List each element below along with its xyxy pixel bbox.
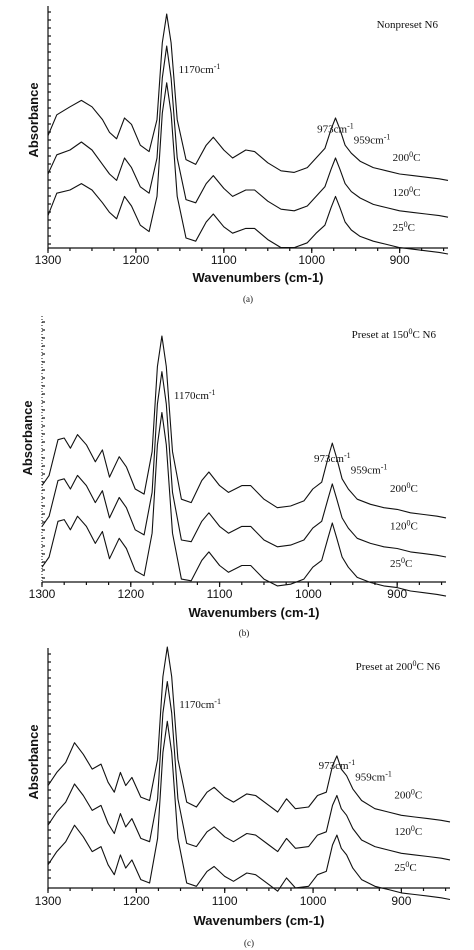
chart-panel-c: 1300 1200 1100 1000 900 Wavenumbers (cm-1) Abs… bbox=[26, 646, 451, 948]
peak-label-959: 959cm-1 bbox=[355, 770, 392, 784]
x-tick-label: 1000 bbox=[298, 253, 325, 267]
chart-panel-b: 1300 1200 1100 1000 900 Wavenumbers (cm-1) Abs… bbox=[20, 316, 447, 638]
series-label-25C: 250C bbox=[394, 860, 416, 874]
peak-label-959: 959cm-1 bbox=[351, 463, 388, 477]
peak-label-959: 959cm-1 bbox=[354, 133, 391, 147]
series-label-200C: 2000C bbox=[390, 481, 418, 495]
spectrum-line-25C bbox=[41, 411, 447, 597]
peak-label-973: 973cm-1 bbox=[319, 758, 356, 772]
chart-panel-a: 1300 1200 1100 1000 900 Wavenumbers (cm-1) Abs… bbox=[26, 6, 449, 304]
chart-title: Preset at 1500C N6 bbox=[352, 327, 437, 341]
y-axis-title: Absorbance bbox=[26, 724, 41, 799]
x-tick-label: 1300 bbox=[35, 894, 62, 908]
x-tick-label: 1100 bbox=[207, 587, 233, 601]
spectrum-line-200C bbox=[47, 13, 449, 181]
peak-label-973: 973cm-1 bbox=[317, 121, 354, 135]
panel-caption: (a) bbox=[243, 294, 253, 304]
x-tick-label: 1000 bbox=[295, 587, 322, 601]
x-tick-label: 1100 bbox=[211, 253, 237, 267]
spectrum-line-120C bbox=[41, 371, 447, 558]
spectrum-line-200C bbox=[41, 335, 447, 519]
series-label-120C: 1200C bbox=[394, 824, 422, 838]
x-tick-label: 1100 bbox=[212, 894, 238, 908]
x-tick-label: 1000 bbox=[300, 894, 327, 908]
spectrum-line-200C bbox=[47, 646, 451, 823]
peak-label-1165: 1170cm-1 bbox=[179, 697, 221, 711]
x-tick-label: 1200 bbox=[123, 253, 150, 267]
series-label-120C: 1200C bbox=[390, 519, 418, 533]
panel-caption: (b) bbox=[239, 628, 250, 638]
x-axis-title: Wavenumbers (cm-1) bbox=[193, 270, 324, 285]
spectrum-line-120C bbox=[47, 681, 451, 861]
x-tick-label: 1300 bbox=[35, 253, 62, 267]
y-axis-title: Absorbance bbox=[20, 400, 35, 475]
spectrum-line-120C bbox=[47, 45, 449, 218]
y-axis-title: Absorbance bbox=[26, 82, 41, 157]
spectrum-line-25C bbox=[47, 720, 451, 901]
series-label-25C: 250C bbox=[393, 220, 415, 234]
x-tick-label: 1300 bbox=[29, 587, 56, 601]
series-label-25C: 250C bbox=[390, 556, 412, 570]
x-tick-label: 900 bbox=[390, 253, 410, 267]
peak-label-973: 973cm-1 bbox=[314, 451, 351, 465]
peak-label-1165: 1170cm-1 bbox=[179, 62, 221, 76]
x-tick-label: 900 bbox=[391, 894, 411, 908]
x-axis-title: Wavenumbers (cm-1) bbox=[189, 605, 320, 620]
series-label-120C: 1200C bbox=[393, 185, 421, 199]
chart-title: Preset at 2000C N6 bbox=[356, 659, 441, 673]
spectrum-line-25C bbox=[47, 82, 449, 255]
panel-caption: (c) bbox=[244, 938, 254, 948]
series-label-200C: 2000C bbox=[393, 150, 421, 164]
chart-title: Nonpreset N6 bbox=[377, 19, 439, 31]
x-tick-label: 900 bbox=[387, 587, 407, 601]
peak-label-1165: 1170cm-1 bbox=[174, 388, 216, 402]
x-tick-label: 1200 bbox=[123, 894, 150, 908]
series-label-200C: 2000C bbox=[394, 787, 422, 801]
x-axis-title: Wavenumbers (cm-1) bbox=[194, 913, 325, 928]
x-tick-label: 1200 bbox=[117, 587, 144, 601]
